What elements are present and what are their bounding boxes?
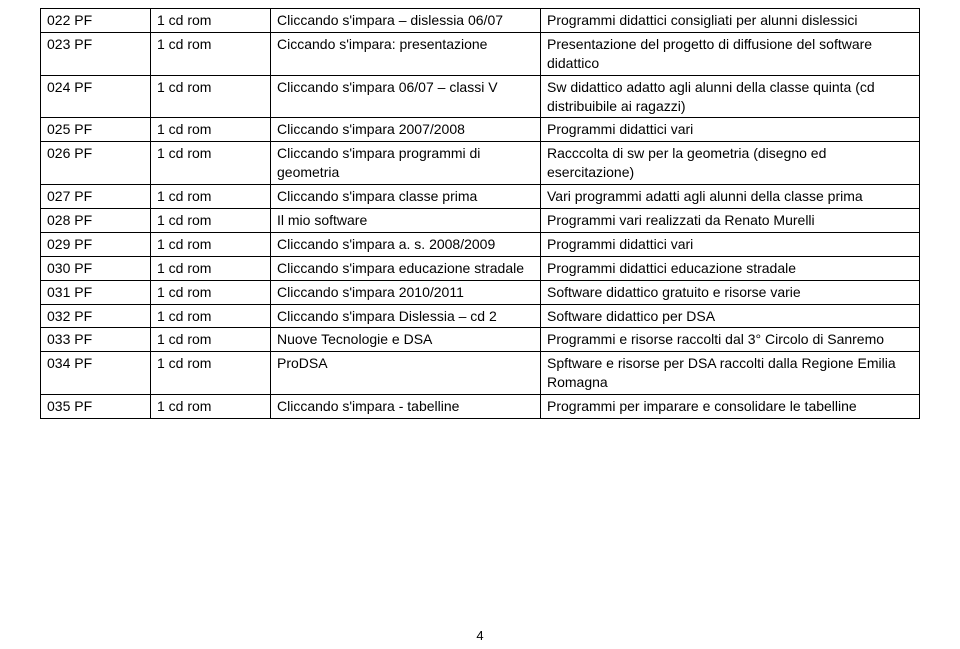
cell-code: 027 PF	[41, 185, 151, 209]
cell-media: 1 cd rom	[151, 185, 271, 209]
table-row: 035 PF1 cd romCliccando s'impara - tabel…	[41, 395, 920, 419]
cell-title: Il mio software	[271, 209, 541, 233]
cell-title: Cliccando s'impara Dislessia – cd 2	[271, 304, 541, 328]
cell-title: Cliccando s'impara a. s. 2008/2009	[271, 232, 541, 256]
cell-media: 1 cd rom	[151, 328, 271, 352]
cell-code: 033 PF	[41, 328, 151, 352]
cell-description: Vari programmi adatti agli alunni della …	[541, 185, 920, 209]
cell-code: 023 PF	[41, 32, 151, 75]
table-row: 030 PF1 cd romCliccando s'impara educazi…	[41, 256, 920, 280]
cell-description: Spftware e risorse per DSA raccolti dall…	[541, 352, 920, 395]
cell-media: 1 cd rom	[151, 352, 271, 395]
table-row: 032 PF1 cd romCliccando s'impara Disless…	[41, 304, 920, 328]
table-row: 023 PF1 cd romCiccando s'impara: present…	[41, 32, 920, 75]
cell-title: Ciccando s'impara: presentazione	[271, 32, 541, 75]
cell-media: 1 cd rom	[151, 209, 271, 233]
cell-media: 1 cd rom	[151, 256, 271, 280]
cell-title: Cliccando s'impara educazione stradale	[271, 256, 541, 280]
page-number: 4	[0, 628, 960, 643]
table-row: 029 PF1 cd romCliccando s'impara a. s. 2…	[41, 232, 920, 256]
cell-description: Software didattico gratuito e risorse va…	[541, 280, 920, 304]
cell-code: 026 PF	[41, 142, 151, 185]
cell-code: 029 PF	[41, 232, 151, 256]
cell-code: 022 PF	[41, 9, 151, 33]
cell-title: Cliccando s'impara - tabelline	[271, 395, 541, 419]
cell-code: 030 PF	[41, 256, 151, 280]
table-row: 033 PF1 cd romNuove Tecnologie e DSAProg…	[41, 328, 920, 352]
cell-description: Programmi vari realizzati da Renato Mure…	[541, 209, 920, 233]
table-row: 025 PF1 cd romCliccando s'impara 2007/20…	[41, 118, 920, 142]
table-row: 028 PF1 cd romIl mio softwareProgrammi v…	[41, 209, 920, 233]
cell-description: Programmi didattici vari	[541, 118, 920, 142]
table-row: 031 PF1 cd romCliccando s'impara 2010/20…	[41, 280, 920, 304]
cell-media: 1 cd rom	[151, 142, 271, 185]
cell-media: 1 cd rom	[151, 75, 271, 118]
cell-code: 024 PF	[41, 75, 151, 118]
cell-description: Presentazione del progetto di diffusione…	[541, 32, 920, 75]
table-row: 034 PF1 cd romProDSASpftware e risorse p…	[41, 352, 920, 395]
cell-code: 031 PF	[41, 280, 151, 304]
cell-title: Cliccando s'impara 2010/2011	[271, 280, 541, 304]
table-row: 027 PF1 cd romCliccando s'impara classe …	[41, 185, 920, 209]
cell-title: ProDSA	[271, 352, 541, 395]
cell-description: Software didattico per DSA	[541, 304, 920, 328]
cell-code: 025 PF	[41, 118, 151, 142]
cell-title: Cliccando s'impara 2007/2008	[271, 118, 541, 142]
cell-description: Racccolta di sw per la geometria (disegn…	[541, 142, 920, 185]
catalog-table: 022 PF1 cd romCliccando s'impara – disle…	[40, 8, 920, 419]
cell-description: Programmi e risorse raccolti dal 3° Circ…	[541, 328, 920, 352]
cell-code: 032 PF	[41, 304, 151, 328]
cell-media: 1 cd rom	[151, 32, 271, 75]
cell-code: 028 PF	[41, 209, 151, 233]
cell-title: Cliccando s'impara programmi di geometri…	[271, 142, 541, 185]
cell-code: 034 PF	[41, 352, 151, 395]
cell-description: Programmi didattici educazione stradale	[541, 256, 920, 280]
table-row: 026 PF1 cd romCliccando s'impara program…	[41, 142, 920, 185]
page: 022 PF1 cd romCliccando s'impara – disle…	[0, 0, 960, 649]
cell-media: 1 cd rom	[151, 9, 271, 33]
cell-media: 1 cd rom	[151, 118, 271, 142]
cell-media: 1 cd rom	[151, 304, 271, 328]
cell-title: Cliccando s'impara classe prima	[271, 185, 541, 209]
cell-title: Nuove Tecnologie e DSA	[271, 328, 541, 352]
cell-description: Programmi didattici consigliati per alun…	[541, 9, 920, 33]
cell-description: Sw didattico adatto agli alunni della cl…	[541, 75, 920, 118]
cell-title: Cliccando s'impara – dislessia 06/07	[271, 9, 541, 33]
cell-description: Programmi per imparare e consolidare le …	[541, 395, 920, 419]
cell-media: 1 cd rom	[151, 280, 271, 304]
table-row: 024 PF1 cd romCliccando s'impara 06/07 –…	[41, 75, 920, 118]
cell-title: Cliccando s'impara 06/07 – classi V	[271, 75, 541, 118]
cell-description: Programmi didattici vari	[541, 232, 920, 256]
table-row: 022 PF1 cd romCliccando s'impara – disle…	[41, 9, 920, 33]
cell-code: 035 PF	[41, 395, 151, 419]
cell-media: 1 cd rom	[151, 232, 271, 256]
cell-media: 1 cd rom	[151, 395, 271, 419]
